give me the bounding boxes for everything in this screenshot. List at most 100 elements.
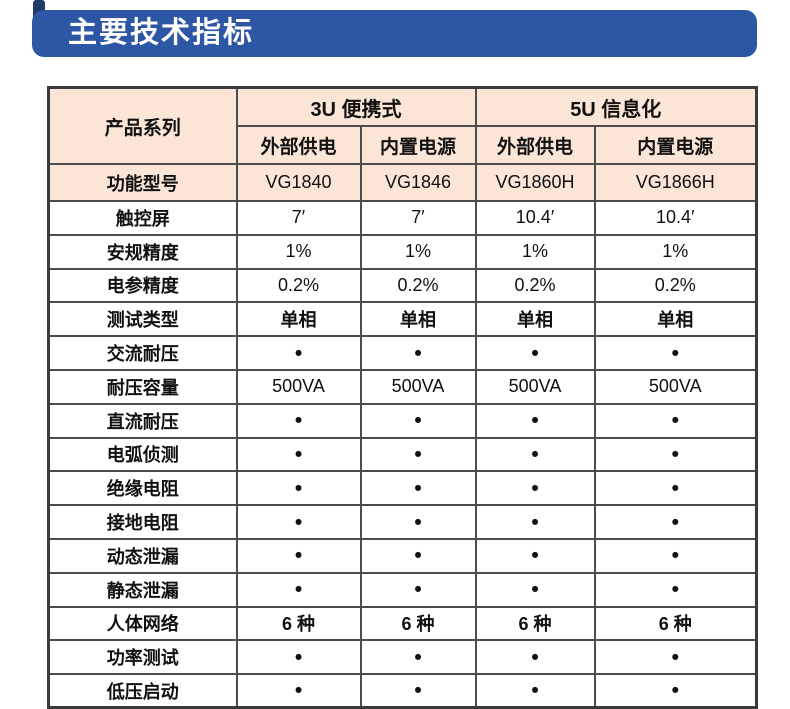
- spec-value-bullet: •: [474, 470, 596, 507]
- spec-value: 1%: [593, 233, 758, 270]
- group-header-3u-portable: 3U 便携式: [235, 86, 477, 127]
- page-title: 主要技术指标: [68, 17, 255, 49]
- col-header-3u-external-power: 外部供电: [235, 125, 362, 165]
- group-header-row: 产品系列 3U 便携式 5U 信息化: [47, 86, 758, 165]
- spec-row-power-test: 功率测试 • • • •: [47, 639, 758, 676]
- spec-row-label: 绝缘电阻: [47, 470, 238, 507]
- spec-value: 单相: [593, 301, 758, 338]
- spec-row-low-voltage-start: 低压启动 • • • •: [47, 673, 758, 709]
- spec-value: 1%: [235, 233, 362, 270]
- spec-row-label: 动态泄漏: [47, 537, 238, 574]
- spec-row-label: 功率测试: [47, 639, 238, 676]
- spec-row-parameter-accuracy: 电参精度 0.2% 0.2% 0.2% 0.2%: [47, 267, 758, 304]
- spec-row-arc-detection: 电弧侦测 • • • •: [47, 436, 758, 473]
- spec-value: 0.2%: [593, 267, 758, 304]
- spec-value: 7′: [235, 200, 362, 236]
- spec-value-bullet: •: [359, 470, 477, 507]
- spec-value: 单相: [359, 301, 477, 338]
- spec-value: 500VA: [474, 368, 596, 405]
- spec-value-bullet: •: [235, 571, 362, 608]
- section-title-banner: 主要技术指标: [32, 10, 757, 57]
- spec-row-label: 电弧侦测: [47, 436, 238, 473]
- spec-row-label: 接地电阻: [47, 504, 238, 540]
- spec-row-test-type: 测试类型 单相 单相 单相 单相: [47, 301, 758, 338]
- spec-row-label: 电参精度: [47, 267, 238, 304]
- spec-value-bullet: •: [359, 436, 477, 473]
- spec-value-bullet: •: [474, 504, 596, 540]
- spec-value-bullet: •: [474, 537, 596, 574]
- spec-value-bullet: •: [593, 402, 758, 439]
- spec-row-touchscreen: 触控屏 7′ 7′ 10.4′ 10.4′: [47, 200, 758, 236]
- spec-value-bullet: •: [593, 537, 758, 574]
- spec-value: 6 种: [593, 605, 758, 642]
- spec-row-label: 功能型号: [47, 163, 238, 202]
- spec-value-bullet: •: [593, 639, 758, 676]
- spec-value-bullet: •: [359, 673, 477, 709]
- spec-value-bullet: •: [593, 470, 758, 507]
- spec-value-bullet: •: [359, 335, 477, 371]
- spec-value: VG1840: [235, 163, 362, 202]
- col-header-5u-internal-power: 内置电源: [593, 125, 758, 165]
- spec-value-bullet: •: [593, 335, 758, 371]
- spec-value-bullet: •: [359, 639, 477, 676]
- spec-value-bullet: •: [474, 571, 596, 608]
- spec-value: 0.2%: [359, 267, 477, 304]
- spec-value-bullet: •: [593, 673, 758, 709]
- spec-row-label: 触控屏: [47, 200, 238, 236]
- spec-table: 产品系列 3U 便携式 5U 信息化 外部供电 内置电源 外部供电 内置电源 功…: [47, 86, 758, 709]
- spec-value: 7′: [359, 200, 477, 236]
- spec-value: 500VA: [593, 368, 758, 405]
- spec-value-bullet: •: [359, 504, 477, 540]
- spec-value-bullet: •: [235, 639, 362, 676]
- spec-row-label: 耐压容量: [47, 368, 238, 405]
- spec-value: VG1866H: [593, 163, 758, 202]
- spec-value: VG1860H: [474, 163, 596, 202]
- spec-row-ground-resistance: 接地电阻 • • • •: [47, 504, 758, 540]
- spec-value: 0.2%: [474, 267, 596, 304]
- spec-value-bullet: •: [474, 673, 596, 709]
- spec-value-bullet: •: [593, 571, 758, 608]
- spec-row-label: 静态泄漏: [47, 571, 238, 608]
- spec-row-label: 低压启动: [47, 673, 238, 709]
- spec-value: VG1846: [359, 163, 477, 202]
- spec-value: 1%: [474, 233, 596, 270]
- subheader-row: 外部供电 内置电源 外部供电 内置电源: [49, 125, 758, 165]
- spec-value-bullet: •: [235, 436, 362, 473]
- col-header-product-series: 产品系列: [47, 86, 238, 165]
- spec-value: 10.4′: [593, 200, 758, 236]
- spec-row-label: 测试类型: [47, 301, 238, 338]
- spec-row-dynamic-leakage: 动态泄漏 • • • •: [47, 537, 758, 574]
- spec-value-bullet: •: [474, 436, 596, 473]
- spec-value: 单相: [235, 301, 362, 338]
- spec-value-bullet: •: [235, 470, 362, 507]
- spec-row-label: 交流耐压: [47, 335, 238, 371]
- spec-value-bullet: •: [235, 504, 362, 540]
- spec-value-bullet: •: [359, 402, 477, 439]
- spec-row-body-network: 人体网络 6 种 6 种 6 种 6 种: [47, 605, 758, 642]
- group-header-5u-informatization: 5U 信息化: [474, 86, 758, 127]
- spec-value-bullet: •: [474, 402, 596, 439]
- spec-value: 6 种: [359, 605, 477, 642]
- spec-value-bullet: •: [359, 571, 477, 608]
- spec-value: 500VA: [235, 368, 362, 405]
- spec-row-dc-hipot: 直流耐压 • • • •: [47, 402, 758, 439]
- spec-value-bullet: •: [593, 436, 758, 473]
- spec-value-bullet: •: [235, 537, 362, 574]
- spec-row-label: 直流耐压: [47, 402, 238, 439]
- spec-row-model: 功能型号 VG1840 VG1846 VG1860H VG1866H: [47, 163, 758, 202]
- spec-row-static-leakage: 静态泄漏 • • • •: [47, 571, 758, 608]
- spec-value-bullet: •: [235, 673, 362, 709]
- spec-value-bullet: •: [235, 335, 362, 371]
- spec-row-label: 安规精度: [47, 233, 238, 270]
- spec-row-safety-accuracy: 安规精度 1% 1% 1% 1%: [47, 233, 758, 270]
- spec-value: 6 种: [474, 605, 596, 642]
- spec-value: 0.2%: [235, 267, 362, 304]
- spec-row-label: 人体网络: [47, 605, 238, 642]
- spec-row-hipot-capacity: 耐压容量 500VA 500VA 500VA 500VA: [47, 368, 758, 405]
- col-header-5u-external-power: 外部供电: [474, 125, 596, 165]
- spec-value: 10.4′: [474, 200, 596, 236]
- spec-row-ac-hipot: 交流耐压 • • • •: [47, 335, 758, 371]
- col-header-3u-internal-power: 内置电源: [359, 125, 477, 165]
- spec-value: 6 种: [235, 605, 362, 642]
- spec-value-bullet: •: [359, 537, 477, 574]
